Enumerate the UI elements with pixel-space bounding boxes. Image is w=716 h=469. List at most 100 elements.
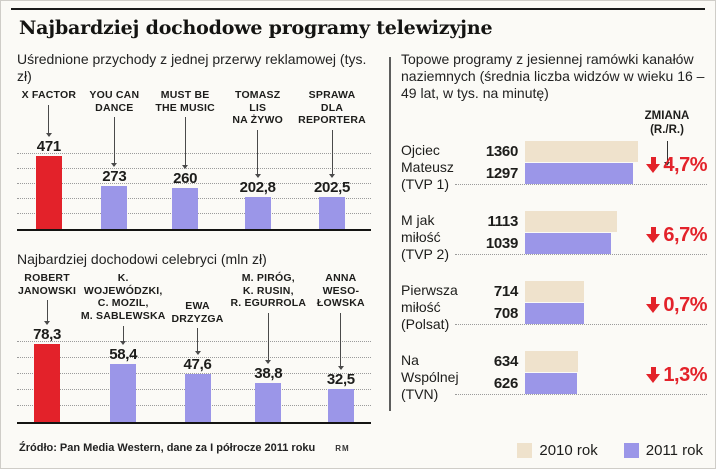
legend-label: 2011 rok [645,442,703,459]
change-header: ZMIANA (R./R.) [627,109,707,166]
down-arrow-stem [651,297,657,306]
value-label: 58,4 [109,346,138,364]
program-row: Ojciec Mateusz (TVP 1) 1360 1297 4,7% [401,141,707,211]
gridline [17,357,371,359]
change-value: 6,7% [641,211,707,281]
chart-column: MUST BE THE MUSIC 260 [148,89,222,230]
down-arrow-icon [646,157,661,174]
left-column: Uśrednione przychody z jednej przerwy re… [17,51,371,425]
gridline [17,183,371,185]
bar-2010 [525,141,638,163]
program-values: 634 626 [483,351,525,421]
change-percent: 1,3% [663,363,707,386]
bar-2010 [525,281,584,303]
bar [319,197,346,230]
value-2010: 714 [493,283,518,301]
bar [101,186,128,230]
bar [172,188,199,230]
category-label: K. WOJEWÓDZKI, C. MOZIL, M. SABLEWSKA [77,272,169,322]
value-2010: 1360 [485,143,518,161]
chart-column: EWA DRZYZGA 47,6 [169,272,226,423]
bar [244,197,271,230]
chart-column: ANNA WESO- ŁOWSKA 32,5 [311,272,371,423]
category-label: TOMASZ LIS NA ŻYWO [232,89,283,127]
program-label: Na Wspólnej (TVN) [401,351,483,421]
category-label-line: DRZYZGA [171,312,224,325]
value-2011: 1039 [485,235,518,253]
down-arrow-icon [646,367,661,384]
change-header-line2: (R./R.) [650,124,684,137]
leader-arrow-icon [111,117,118,167]
program-label: Ojciec Mateusz (TVP 1) [401,141,483,211]
category-label-line: C. MOZIL, [97,297,149,310]
down-arrow-stem [651,157,657,166]
chart-top-programs: Ojciec Mateusz (TVP 1) 1360 1297 4,7% M jak mił… [401,141,707,421]
program-label-line: Pierwsza [401,282,458,299]
category-label-line: DLA [320,101,344,114]
chart-column: YOU CAN DANCE 273 [81,89,148,230]
program-label-line: Wspólnej [401,369,459,386]
value-2010: 1113 [487,213,518,231]
row-baseline [455,254,707,256]
legend: 2010 rok 2011 rok [517,442,703,459]
chart-celebrity-income: ROBERT JANOWSKI 78,3 K. WOJEWÓDZKI, C. MOZIL… [17,272,371,425]
gridline [17,153,371,155]
program-label: Pierwsza miłość (Polsat) [401,281,483,351]
bar-2011 [525,373,577,395]
category-label-line: NA ŻYWO [232,114,283,127]
program-values: 1360 1297 [483,141,525,211]
program-values: 714 708 [483,281,525,351]
change-header-arrow-icon [664,140,670,166]
legend-swatch-icon [517,443,533,458]
program-row: Na Wspólnej (TVN) 634 626 1,3% [401,351,707,421]
category-label-line: K. WOJEWÓDZKI, [83,272,163,297]
program-label-line: (TVP 2) [401,246,449,263]
row-baseline [455,184,707,186]
program-label-line: miłość [401,299,441,316]
leader-arrow-icon [182,117,189,169]
value-label: 47,6 [183,356,212,374]
category-label-line: JANOWSKI [17,284,77,297]
bar-2011 [525,233,611,255]
value-label: 78,3 [33,326,62,344]
chart-column: M. PIRÓG, K. RUSIN, R. EGURROLA 38,8 [226,272,311,423]
category-label-line: REPORTERA [298,114,366,127]
right-column: Topowe programy z jesiennej ramówki kana… [401,51,707,421]
program-label-line: Ojciec [401,142,440,159]
column-divider [389,57,391,411]
change-value: 0,7% [641,281,707,351]
bar [184,374,211,423]
leader-arrow-icon [265,313,272,365]
gridline [17,341,371,343]
top-rule [11,8,705,10]
source-text: Źródło: Pan Media Western, dane za I pół… [19,442,316,454]
category-label-line: ANNA [325,272,357,285]
category-label-line: ŁOWSKA [316,297,365,310]
chart-columns: ROBERT JANOWSKI 78,3 K. WOJEWÓDZKI, C. MOZIL… [17,272,371,423]
program-row: M jak miłość (TVP 2) 1113 1039 6,7% [401,211,707,281]
program-label-line: miłość [401,229,441,246]
category-label-line: DANCE [95,101,134,114]
bar [35,156,62,230]
category-label-line: ROBERT [24,272,70,285]
category-label-line: THE MUSIC [155,101,215,114]
change-percent: 4,7% [663,153,707,176]
gridline [17,373,371,375]
category-label: SPRAWA DLA REPORTERA [298,89,366,127]
chart-column: ROBERT JANOWSKI 78,3 [17,272,77,423]
leader-arrow-icon [337,313,344,371]
value-2010: 634 [493,353,518,371]
category-label: EWA DRZYZGA [171,300,223,325]
program-bars [525,211,641,281]
down-arrow-stem [651,367,657,376]
credit-mark: RM [335,444,350,453]
program-label: M jak miłość (TVP 2) [401,211,483,281]
category-label-line: MUST BE [160,89,210,102]
category-label: ROBERT JANOWSKI [18,272,76,297]
bar-2011 [525,303,584,325]
bar [327,389,354,423]
chart-columns: X FACTOR 471 YOU CAN DANCE 273 MUST BE THE MUS… [17,89,371,230]
value-label: 273 [102,168,127,186]
change-value: 4,7% [641,141,707,211]
